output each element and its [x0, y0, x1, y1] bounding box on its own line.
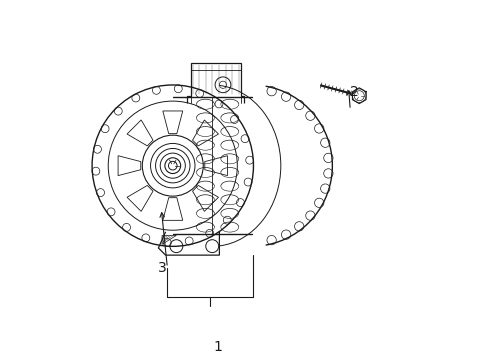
Text: 2: 2 [349, 85, 358, 99]
Text: 3: 3 [157, 261, 166, 275]
Text: 1: 1 [213, 339, 222, 354]
